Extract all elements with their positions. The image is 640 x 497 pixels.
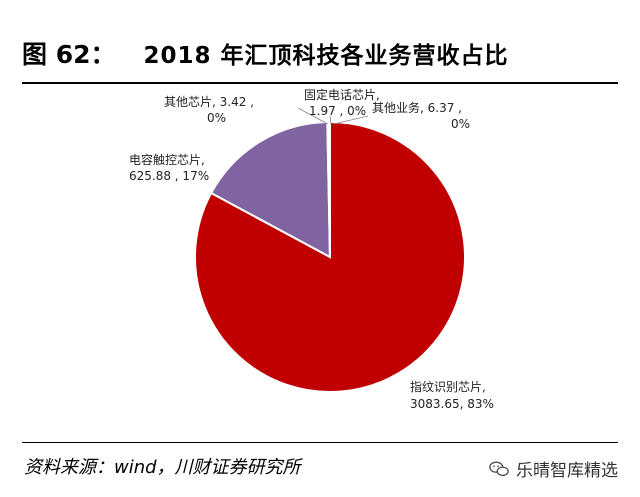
watermark-text: 乐晴智库精选 [516,461,618,481]
wechat-icon [489,460,509,476]
leader-line-other-biz [333,115,369,125]
label-touch-line2: 625.88 , 17% [129,169,209,183]
figure-header: 图 62： 2018 年汇顶科技各业务营收占比 [22,24,618,84]
label-landline-line2: 1.97 , 0% [309,104,366,118]
label-fingerprint-line1: 指纹识别芯片, [410,379,486,394]
footer-divider [22,442,618,443]
label-other-biz-line2: 0% [451,117,470,131]
figure-title: 2018 年汇顶科技各业务营收占比 [143,43,509,69]
source-note: 资料来源：wind，川财证券研究所 [24,457,301,478]
pie-chart: 其他芯片, 3.42 , 0% 固定电话芯片, 1.97 , 0% 其他业务, … [129,87,494,411]
chart-area: 其他芯片, 3.42 , 0% 固定电话芯片, 1.97 , 0% 其他业务, … [0,84,640,440]
label-other-biz-line1: 其他业务, 6.37 , [372,100,462,115]
label-other-chip-line2: 0% [207,111,226,125]
label-fingerprint-line2: 3083.65, 83% [410,397,494,411]
leader-line-other-chip [297,107,329,125]
label-other-chip-line1: 其他芯片, 3.42 , [164,95,254,109]
label-touch-line1: 电容触控芯片, [129,152,205,167]
watermark: 乐晴智库精选 [488,456,618,481]
pie-slice-1 [209,121,332,259]
figure-number: 图 62： [22,40,116,69]
label-landline-line1: 固定电话芯片, [304,87,380,102]
pie-slice-4 [327,120,331,258]
leader-line-landline [329,115,332,125]
